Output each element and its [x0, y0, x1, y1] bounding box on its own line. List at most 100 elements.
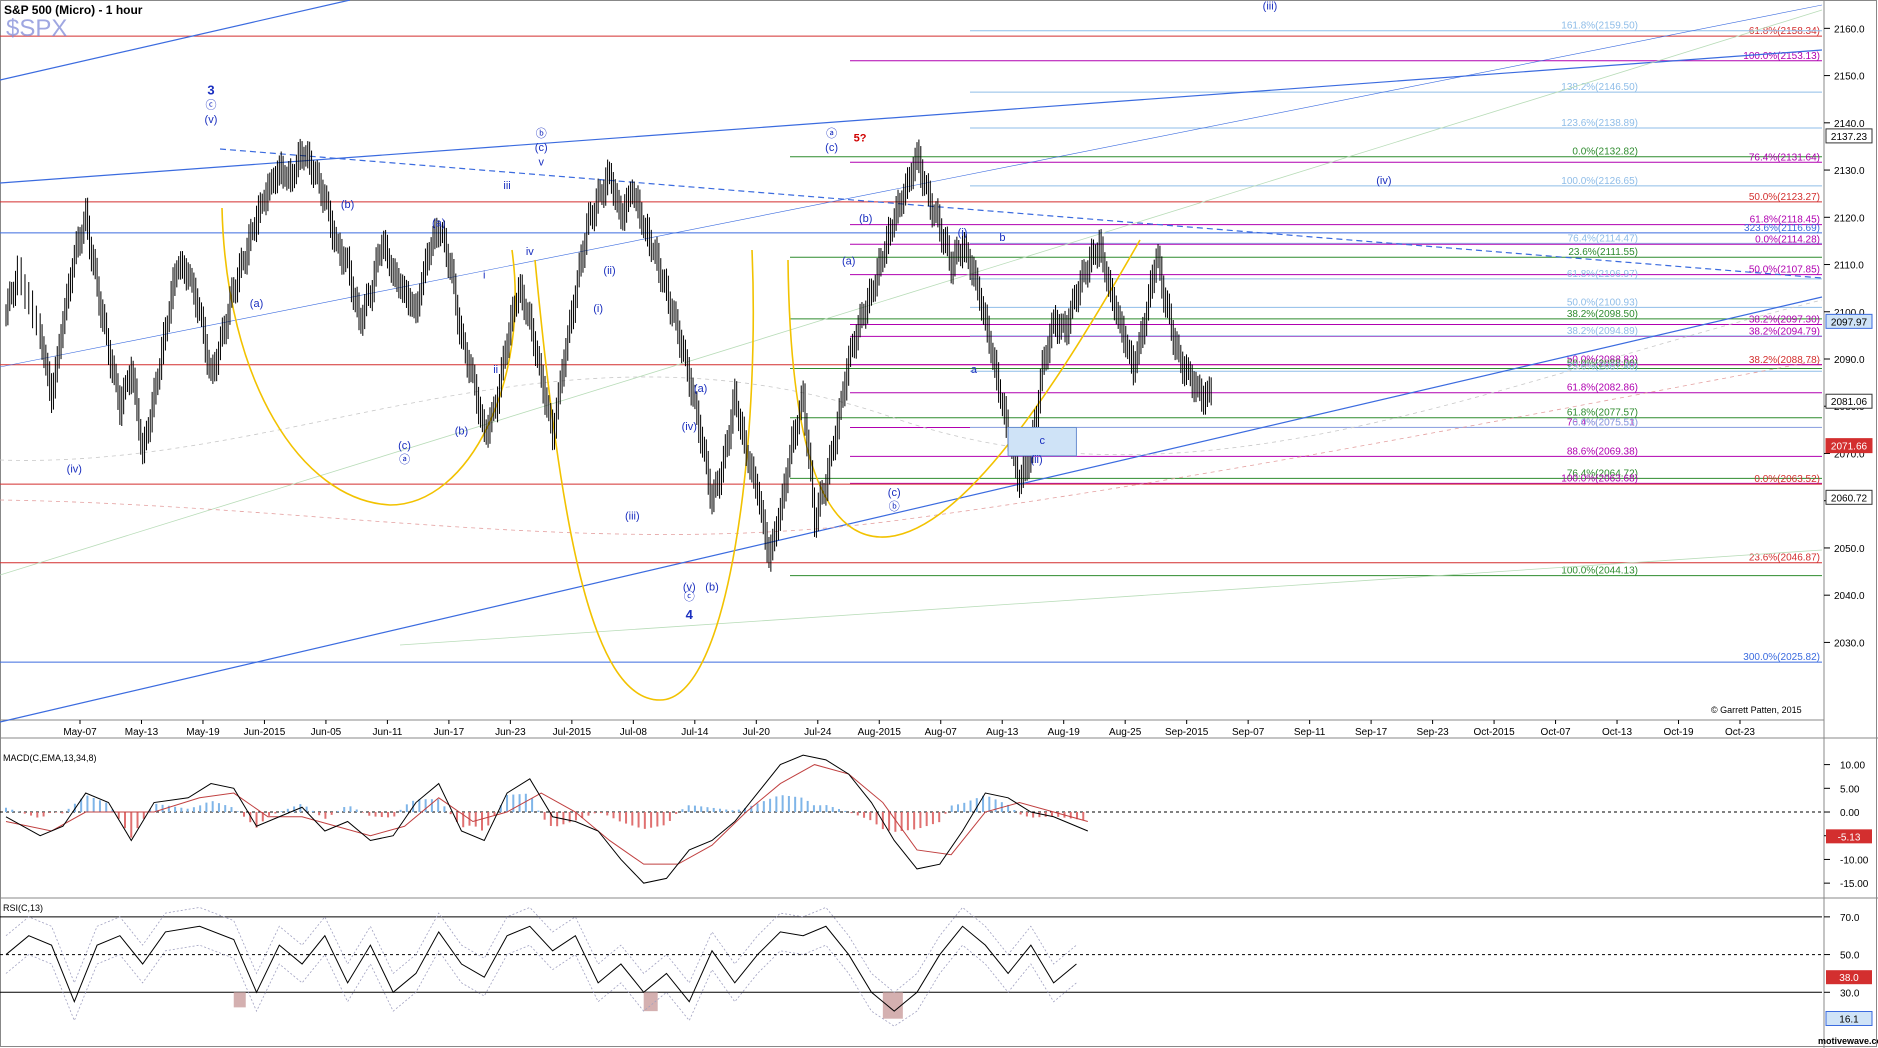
wave-label: a [971, 364, 978, 376]
wave-label: ⓐ [826, 127, 837, 140]
chart-title: S&P 500 (Micro) - 1 hour [4, 3, 143, 17]
rsi-line [5, 925, 1077, 1012]
moving-average-red [0, 359, 1823, 535]
time-axis-label: Jul-24 [804, 727, 832, 738]
wave-label: ⓑ [536, 127, 547, 140]
fib-label: 38.2%(2094.89) [1567, 326, 1638, 337]
time-axis-label: Jul-20 [743, 727, 771, 738]
wave-label: ⓒ [205, 99, 216, 112]
price-axis-label: 2140.0 [1834, 119, 1865, 130]
fib-label: 76.4%(2075.51) [1567, 417, 1638, 428]
trend-line-dashed [219, 148, 1823, 279]
fib-label: 100.0%(2153.13) [1743, 51, 1820, 62]
time-axis-label: Jul-2015 [553, 727, 592, 738]
rsi-low-tag [1825, 1010, 1873, 1026]
price-axis-label: 2160.0 [1834, 24, 1865, 35]
rsi-title: RSI(C,13) [3, 903, 44, 913]
wave-label: iii [503, 180, 510, 192]
macd-axis-label: 0.00 [1840, 808, 1860, 819]
wave-label: (c) [888, 487, 901, 499]
fib-label: 50.0%(2107.85) [1749, 265, 1820, 276]
wave-label: (ii) [1030, 454, 1042, 466]
price-axis-label: 2100.0 [1834, 308, 1865, 319]
wave-label: (a) [842, 256, 855, 268]
wave-label: (a) [694, 383, 707, 395]
rsi-oversold-fill [882, 992, 903, 1019]
time-axis-label: Jun-23 [495, 727, 526, 738]
time-axis-label: Sep-17 [1355, 727, 1388, 738]
wave-label: (c) [398, 440, 411, 452]
rsi-lower-band [5, 944, 1077, 1027]
wave-label: v [538, 156, 544, 168]
fib-label: 161.8%(2159.50) [1561, 21, 1638, 32]
time-axis-label: Aug-13 [986, 727, 1019, 738]
fib-label: 88.6%(2069.38) [1567, 446, 1638, 457]
price-tag-label: 2137.23 [1831, 132, 1868, 143]
time-axis-label: Aug-07 [925, 727, 958, 738]
macd-signal-line [5, 764, 1088, 865]
fib-label: 76.4%(2064.72) [1567, 468, 1638, 479]
wave-label: ⓒ [684, 590, 695, 603]
wave-label: c [1040, 435, 1046, 447]
rsi-axis-label: 30.0 [1840, 988, 1860, 999]
fib-label: 0.0%(2063.52) [1754, 474, 1820, 485]
wave-label: (v) [683, 581, 696, 593]
macd-axis-label: 10.00 [1840, 761, 1865, 772]
rsi-low-label: 16.1 [1839, 1014, 1859, 1025]
fib-label: 23.6%(2046.87) [1749, 553, 1820, 564]
macd-axis-label: -15.00 [1840, 879, 1869, 890]
wave-label: (iv) [1376, 175, 1391, 187]
price-tag [1825, 438, 1873, 454]
wave-label: i [483, 270, 485, 282]
rsi-axis-label: 50.0 [1840, 951, 1860, 962]
wave-label: b [999, 232, 1005, 244]
symbol-watermark: $SPX [6, 15, 68, 42]
price-tag-label: 2060.72 [1831, 493, 1868, 504]
fib-label: 38.2%(2097.30) [1749, 315, 1820, 326]
fib-label: 76.4%(2131.64) [1749, 152, 1820, 163]
time-axis-label: Aug-2015 [858, 727, 902, 738]
time-axis-label: Sep-23 [1416, 727, 1449, 738]
time-axis-label: Sep-07 [1232, 727, 1265, 738]
rsi-value-label: 38.0 [1839, 973, 1859, 984]
fib-label: 123.6%(2138.89) [1561, 118, 1638, 129]
time-axis-label: Oct-19 [1664, 727, 1694, 738]
wave-label: 3 [207, 82, 214, 97]
faint-green-line [399, 549, 1823, 646]
fib-label: 38.2%(2088.78) [1749, 355, 1820, 366]
price-tag [1825, 128, 1873, 144]
price-tag [1825, 489, 1873, 505]
price-axis-label: 2130.0 [1834, 166, 1865, 177]
fib-label: 0.0%(2075.53) [1572, 417, 1638, 428]
wave-label: (b) [455, 426, 468, 438]
wave-label: (c) [825, 142, 838, 154]
fib-label: 76.4%(2114.47) [1568, 233, 1638, 244]
wave-label: (v) [205, 114, 218, 126]
rsi-value-tag [1826, 970, 1872, 985]
moving-average-gray [0, 299, 1823, 461]
time-axis-label: Aug-19 [1048, 727, 1081, 738]
time-axis-label: Oct-2015 [1474, 727, 1516, 738]
price-axis-label: 2090.0 [1834, 355, 1865, 366]
fib-label: 300.0%(2025.82) [1743, 652, 1820, 663]
fib-label: 50.0%(2088.00) [1567, 358, 1638, 369]
fib-label: 61.8%(2158.34) [1749, 26, 1820, 37]
fib-label: 100.0%(2126.65) [1561, 176, 1638, 187]
wave-label: (b) [341, 199, 354, 211]
fib-label: 50.0%(2123.27) [1749, 192, 1820, 203]
time-axis-label: Jun-11 [372, 727, 402, 738]
wave-label: iv [526, 246, 534, 258]
wave-label: ⓐ [399, 453, 410, 466]
wave-label: 5? [854, 133, 867, 145]
price-axis-label: 2030.0 [1834, 638, 1865, 649]
wave-label: 4 [686, 607, 694, 622]
time-axis-label: Oct-07 [1541, 727, 1571, 738]
time-axis-label: Jun-17 [434, 727, 465, 738]
channel-line-top [0, 0, 351, 81]
price-axis-label: 2120.0 [1834, 213, 1865, 224]
price-tag [1825, 393, 1873, 409]
fib-label: 0.0%(2132.82) [1572, 147, 1638, 158]
price-tag-label: 2071.66 [1831, 442, 1868, 453]
time-axis-label: Sep-2015 [1165, 727, 1209, 738]
